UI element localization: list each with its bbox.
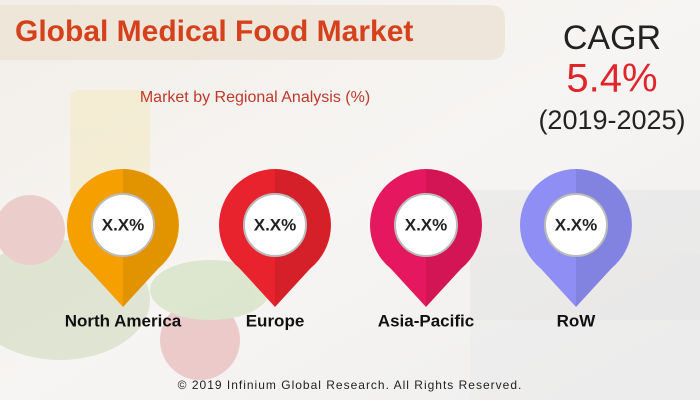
cagr-value: 5.4% [566,57,657,101]
cagr-label: CAGR [563,19,661,57]
region-label: Europe [246,311,305,330]
region-pin: X.X% Europe [219,169,331,330]
region-pin: X.X% RoW [520,169,632,330]
subtitle: Market by Regional Analysis (%) [140,89,370,106]
cagr-period: (2019-2025) [538,105,685,135]
pin-inner [544,193,608,257]
region-value: X.X% [405,215,448,234]
region-label: RoW [557,311,597,330]
pin-inner [91,193,155,257]
region-pins: X.X% North America X.X% Europe X.X% Asia-Paci… [65,169,632,330]
title: Global Medical Food Market [15,15,413,48]
footer: © 2019 Infinium Global Research. All Rig… [178,378,523,392]
title-banner [0,5,505,60]
region-label: North America [65,311,182,330]
pin-inner [243,193,307,257]
region-value: X.X% [555,215,598,234]
region-pin: X.X% North America [65,169,182,330]
pin-inner [394,193,458,257]
region-label: Asia-Pacific [378,311,474,330]
region-pin: X.X% Asia-Pacific [370,169,482,330]
region-value: X.X% [102,215,145,234]
region-value: X.X% [254,215,297,234]
